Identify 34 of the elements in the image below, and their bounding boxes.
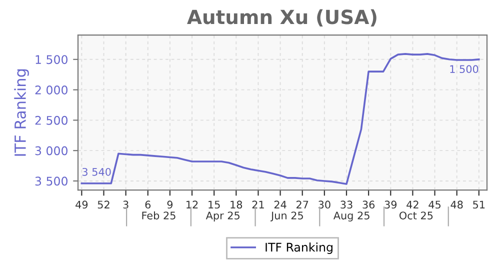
text: Aug 25 — [333, 212, 370, 222]
y-tick-label: 2 500 — [35, 116, 68, 125]
x-tick-label: 12 — [186, 200, 198, 208]
x-tick-label: 36 — [362, 200, 375, 209]
y-tick-label: 2 000 — [35, 86, 68, 94]
y-tick-label: 3 500 — [35, 176, 68, 186]
x-tick-label: 9 — [167, 200, 173, 209]
x-tick-label: 48 — [450, 200, 463, 209]
x-tick-label: 27 — [296, 200, 308, 208]
text: Oct 25 — [399, 212, 433, 220]
line-series — [80, 53, 480, 185]
x-tick-label: 24 — [274, 200, 286, 208]
x-tick-label: 21 — [252, 200, 264, 208]
x-tick-label: 30 — [318, 200, 330, 209]
y-tick-label: 1 500 — [36, 55, 68, 64]
x-tick-label: 15 — [208, 200, 220, 209]
text: Jun 25 — [270, 212, 303, 222]
x-tick-label: 42 — [406, 200, 418, 208]
legend-label: ITF Ranking — [266, 242, 332, 254]
x-tick-label: 18 — [230, 200, 242, 209]
x-tick-label: 52 — [98, 200, 110, 209]
y-tick-label: 3 000 — [35, 146, 68, 156]
x-tick-label: 33 — [340, 200, 352, 209]
x-tick-label: 39 — [384, 200, 397, 209]
x-tick-label: 51 — [473, 200, 485, 209]
annotation: 1 500 — [450, 65, 478, 74]
text: Feb 25 — [142, 211, 176, 220]
y-axis-title: ITF Ranking — [14, 69, 29, 156]
x-tick-label: 49 — [76, 200, 88, 209]
annotation: 3 540 — [82, 168, 111, 176]
chart-title: Autumn Xu (USA) — [187, 9, 376, 27]
x-tick-label: 45 — [428, 200, 440, 209]
x-tick-label: 6 — [145, 200, 151, 209]
text: Apr 25 — [206, 212, 240, 222]
